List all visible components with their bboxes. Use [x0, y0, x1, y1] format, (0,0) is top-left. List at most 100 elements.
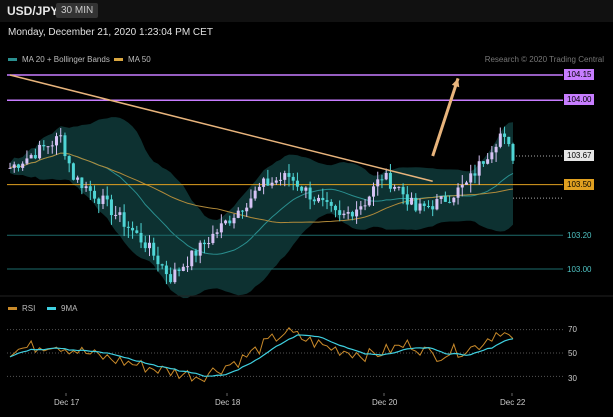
candle-body: [143, 242, 147, 249]
candle-body: [291, 176, 295, 181]
price-label-r2: 104.15: [564, 69, 595, 80]
candle-body: [511, 144, 515, 161]
symbol-label: USD/JPY: [7, 4, 59, 18]
candle-body: [304, 187, 308, 191]
candle-body: [97, 198, 101, 204]
candle-body: [8, 167, 12, 169]
candle-body: [283, 173, 287, 180]
rsi-line: [9, 327, 514, 383]
candle-body: [228, 220, 232, 224]
candle-body: [25, 158, 29, 164]
price-label-s2: 103.00: [567, 265, 592, 274]
rsi-label: RSI: [22, 304, 36, 313]
price-label-last: 103.67: [564, 150, 595, 161]
candle-body: [152, 242, 156, 256]
candle-body: [240, 210, 244, 212]
candle-body: [460, 184, 464, 188]
candle-body: [422, 203, 426, 206]
candle-body: [380, 179, 384, 181]
candle-body: [317, 197, 321, 202]
bb-swatch: [8, 58, 17, 61]
candle-body: [359, 206, 363, 210]
candle-body: [63, 135, 67, 157]
candle-body: [211, 233, 215, 244]
price-label-r1: 104.00: [564, 94, 595, 105]
rsi-swatch: [8, 307, 17, 310]
candle-body: [190, 250, 194, 267]
bollinger-band-area: [10, 117, 513, 299]
x-label-dec22: Dec 22: [500, 398, 526, 407]
candle-body: [465, 182, 469, 185]
candle-body: [481, 161, 485, 164]
trend-line: [9, 74, 433, 183]
candle-body: [122, 212, 126, 227]
candle-body: [414, 197, 418, 211]
candle-body: [388, 173, 392, 189]
candle-body: [16, 164, 20, 168]
candle-body: [333, 205, 337, 211]
candle-body: [118, 212, 122, 215]
candle-body: [507, 136, 511, 145]
candle-body: [384, 173, 388, 180]
candle-body: [439, 196, 443, 199]
candle-body: [21, 163, 25, 168]
candle-body: [477, 161, 481, 176]
candle-body: [295, 180, 299, 187]
candle-body: [486, 159, 490, 164]
candle-body: [338, 210, 342, 216]
legend-rsi: RSI: [8, 304, 35, 313]
interval-button[interactable]: 30 MIN: [56, 3, 99, 18]
candle-body: [42, 144, 46, 147]
candle-body: [270, 182, 274, 186]
legend-bb: MA 20 + Bollinger Bands: [8, 55, 110, 64]
candle-body: [249, 198, 253, 208]
candle-body: [67, 156, 71, 164]
candle-body: [448, 201, 452, 203]
candle-body: [325, 200, 329, 202]
candle-body: [135, 230, 139, 233]
rsi-level-70: 70: [568, 325, 577, 334]
candle-body: [456, 187, 460, 198]
candle-body: [126, 226, 130, 228]
candle-body: [372, 186, 376, 197]
candle-body: [71, 163, 75, 180]
candle-body: [393, 186, 397, 189]
ma50-label: MA 50: [128, 55, 151, 64]
candle-body: [443, 196, 447, 202]
candle-body: [50, 145, 54, 147]
ma50-line: [9, 152, 514, 224]
candle-body: [38, 144, 42, 159]
candle-body: [12, 164, 16, 168]
candle-body: [435, 198, 439, 210]
candle-body: [177, 269, 181, 272]
ma9-swatch: [47, 307, 56, 310]
candle-body: [300, 186, 304, 191]
candle-body: [494, 146, 498, 153]
candle-body: [418, 203, 422, 211]
target-arrow-line: [431, 77, 460, 157]
candle-body: [321, 197, 325, 201]
candle-body: [350, 212, 354, 217]
candle-body: [169, 274, 173, 283]
candle-body: [54, 136, 58, 146]
candle-body: [346, 212, 350, 214]
candle-body: [405, 194, 409, 205]
candle-body: [469, 173, 473, 183]
price-label-pivot: 103.50: [564, 179, 595, 190]
candle-body: [88, 186, 92, 191]
candle-body: [452, 197, 456, 203]
candle-body: [363, 205, 367, 207]
candle-body: [376, 179, 380, 187]
candle-body: [173, 269, 177, 283]
candle-body: [160, 264, 164, 266]
datetime-label: Monday, December 21, 2020 1:23:04 PM CET: [8, 27, 213, 38]
candle-body: [76, 177, 80, 180]
rsi-ma9-line: [9, 334, 514, 377]
bb-label: MA 20 + Bollinger Bands: [22, 55, 110, 64]
candle-body: [426, 205, 430, 207]
candle-body: [29, 155, 33, 159]
candle-body: [410, 197, 414, 205]
rsi-level-30: 30: [568, 374, 577, 383]
candle-body: [274, 180, 278, 183]
